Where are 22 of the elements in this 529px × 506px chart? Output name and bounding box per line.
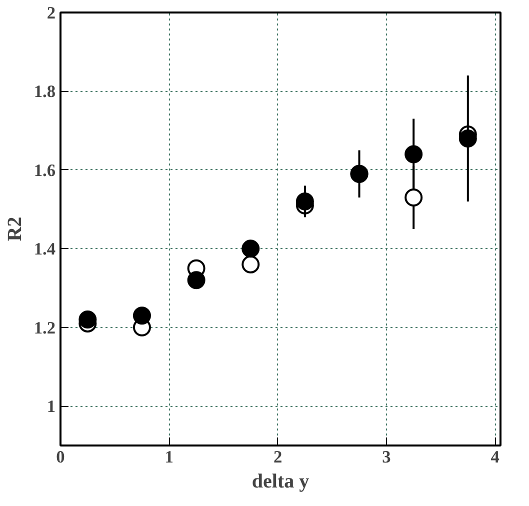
point <box>242 255 260 274</box>
y-tick-label: 1.2 <box>34 318 56 338</box>
y-axis-title: R2 <box>4 216 26 242</box>
point <box>404 188 423 206</box>
x-tick-label: 4 <box>490 448 500 466</box>
x-axis-title: delta y <box>252 470 310 492</box>
point <box>132 306 151 325</box>
y-tick-label: 1.6 <box>34 160 56 180</box>
point <box>458 129 477 148</box>
point <box>78 310 97 329</box>
y-tick-label: 1.4 <box>34 240 56 259</box>
point <box>296 192 314 210</box>
x-tick-label: 1 <box>164 448 174 466</box>
y-tick-label: 1.8 <box>34 82 56 102</box>
x-tick-label: 3 <box>382 448 392 466</box>
x-tick-label: 2 <box>273 448 282 466</box>
y-tick-label: 2 <box>46 4 56 22</box>
point <box>242 240 260 258</box>
x-tick-label: 0 <box>56 448 65 466</box>
point <box>404 145 423 164</box>
y-tick-label: 1 <box>46 397 56 416</box>
point <box>187 271 206 290</box>
